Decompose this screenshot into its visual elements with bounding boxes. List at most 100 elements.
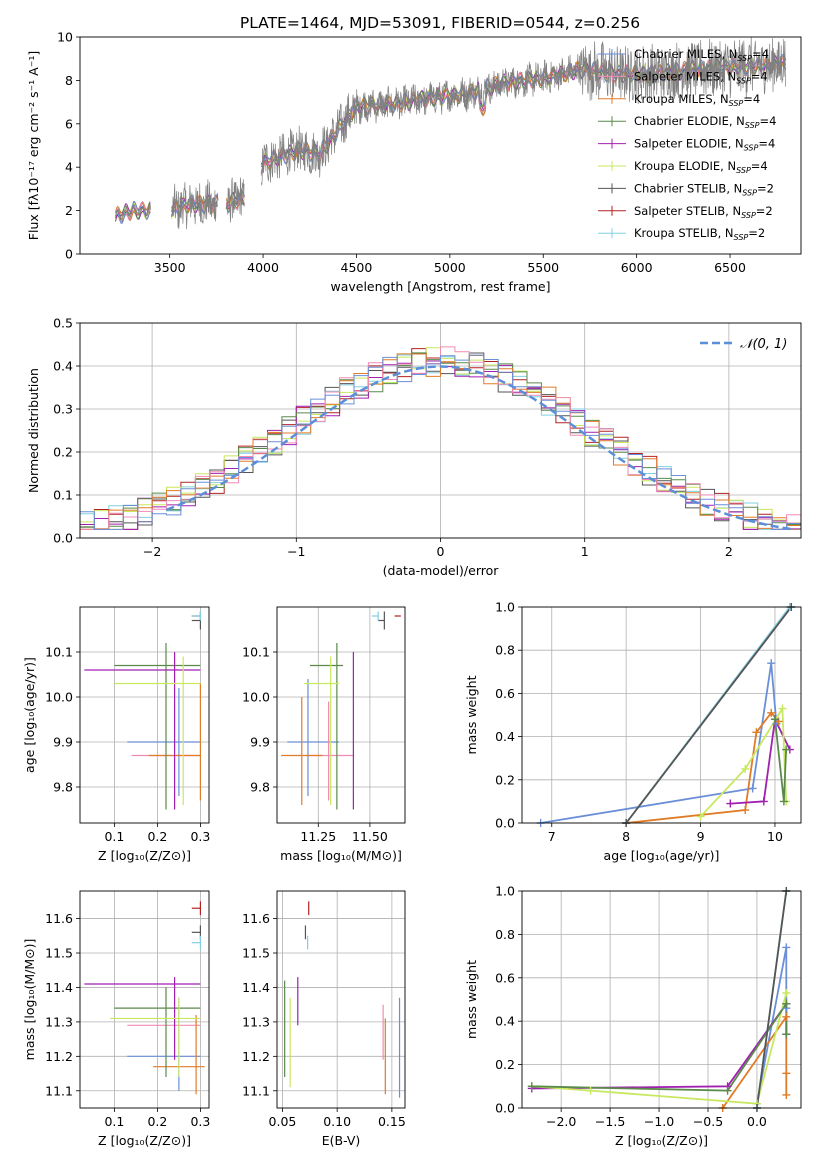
weight-point [770,715,779,724]
y-tick-label: 11.1 [45,1083,73,1098]
weight-line [699,705,787,818]
x-tick-label: −1.5 [595,1114,625,1129]
x-tick-label: −2.0 [546,1114,576,1129]
legend-label: Kroupa STELIB, NSSP=2 [634,226,765,242]
y-tick-label: 10.1 [242,645,270,660]
y-tick-label: 11.6 [45,911,73,926]
x-tick-label: 0.1 [104,829,124,844]
axes-frame [79,890,210,1109]
x-axis-label: wavelength [Angstrom, rest frame] [330,279,550,294]
x-tick-label: 0.3 [190,829,210,844]
legend-label: Salpeter MILES, NSSP=4 [634,69,768,85]
x-axis-label: mass [log₁₀(M/M⊙)] [280,848,402,863]
legend-label: Kroupa ELODIE, NSSP=4 [634,159,768,175]
panel-age_mass: 11.25 11.50 9.8 9.9 10.0 10.1 mass [log₁₀(M/M⊙… [242,606,406,863]
y-tick-label: 11.5 [45,946,73,961]
weight-point [741,765,750,773]
panel-age_Z: 0.1 0.2 0.3 9.8 9.9 10.0 10.1 Z [log₁₀(Z/Z⊙)] ag… [22,606,210,863]
x-tick-label: 0.2 [147,1114,167,1129]
plot-area [115,37,787,230]
weight-line [531,992,788,1105]
y-tick-label: 8 [65,73,73,88]
weight-point [752,728,761,737]
legend-label: 𝒩(0, 1) [740,337,787,352]
panel-mass_ebv: 0.05 0.10 0.15 11.1 11.2 11.3 11.4 11.5 11.6 E(B-… [242,890,406,1148]
data-spectrum [115,37,787,230]
y-tick-label: 11.1 [242,1083,270,1098]
y-tick-label: 11.5 [242,946,270,961]
weight-point [527,1082,536,1091]
legend-label: Kroupa MILES, NSSP=4 [634,92,760,108]
x-tick-label: −2 [143,544,161,559]
weight-line [625,607,793,823]
x-tick-label: 0.3 [190,1114,210,1129]
x-axis-label: (data-model)/error [383,563,500,578]
weight-point [782,1012,791,1021]
y-tick-label: 6 [65,116,73,131]
legend-label: Chabrier ELODIE, NSSP=4 [634,114,776,130]
x-tick-label: −1 [287,544,305,559]
plot-area [80,323,801,538]
x-tick-label: 0.10 [323,1114,351,1129]
y-tick-label: 0.1 [53,488,73,503]
model-line [115,56,787,222]
weight-point [782,1030,791,1039]
weight-point [782,999,791,1008]
x-tick-label: 4000 [247,260,279,275]
y-tick-label: 10.0 [242,690,270,705]
y-axis-label: mass weight [464,960,479,1039]
x-tick-label: 7 [548,829,556,844]
x-tick-label: 0.2 [147,829,167,844]
y-tick-label: 0.8 [495,927,515,942]
x-tick-label: 6000 [621,260,653,275]
axes-frame [276,890,406,1109]
y-tick-label: 0.2 [495,772,515,787]
weight-line [721,1014,788,1108]
x-tick-label: 2 [725,544,733,559]
axes-frame [79,606,210,824]
axes-frame [276,606,406,824]
histogram-step [80,354,801,530]
panel-weight_age: 7 8 9 10 0.0 0.2 0.4 0.6 0.8 1.0 age [log₁₀(age/yr… [464,600,802,863]
y-axis-label: mass [log₁₀(M/M⊙)] [22,939,37,1061]
y-tick-label: 11.3 [242,1014,270,1029]
x-tick-label: 5000 [434,260,466,275]
weight-point [767,708,776,717]
y-tick-label: 9.9 [250,735,270,750]
x-tick-label: −1.0 [644,1114,674,1129]
y-tick-label: 11.4 [242,980,270,995]
x-tick-label: 4500 [341,260,373,275]
x-tick-label: 5500 [527,260,559,275]
weight-point [782,1090,791,1099]
legend-label: Chabrier MILES, NSSP=4 [634,47,769,63]
y-tick-label: 0.2 [495,1057,515,1072]
weight-point [782,988,791,997]
panel-residuals: −2 −1 0 1 2 0.0 0.1 0.2 0.3 0.4 0.5 (data-model)/er… [26,316,802,578]
weight-point [726,799,735,808]
y-tick-label: 0.0 [495,816,515,831]
weight-point [767,659,776,668]
weight-point [782,943,791,952]
x-tick-label: 8 [622,829,630,844]
y-tick-label: 10.0 [45,690,73,705]
y-tick-label: 0.4 [495,729,515,744]
x-tick-label: 0.05 [269,1114,297,1129]
plot-area [522,607,801,823]
x-tick-label: 10 [767,829,783,844]
legend-label: Salpeter ELODIE, NSSP=4 [634,137,775,153]
plot-area [522,891,801,1108]
x-axis-label: Z [log₁₀(Z/Z⊙)] [98,848,191,863]
x-axis-label: age [log₁₀(age/yr)] [604,848,720,863]
y-tick-label: 0.0 [53,531,73,546]
x-tick-label: −0.5 [693,1114,723,1129]
y-tick-label: 0.4 [53,359,73,374]
legend-label: Salpeter STELIB, NSSP=2 [634,204,773,220]
axes-frame [79,36,802,255]
weight-point [782,1069,791,1078]
y-axis-label: Normed distribution [26,368,41,493]
y-tick-label: 0.2 [53,445,73,460]
y-tick-label: 0.0 [495,1101,515,1116]
y-tick-label: 9.8 [53,780,73,795]
y-tick-label: 11.2 [45,1049,73,1064]
